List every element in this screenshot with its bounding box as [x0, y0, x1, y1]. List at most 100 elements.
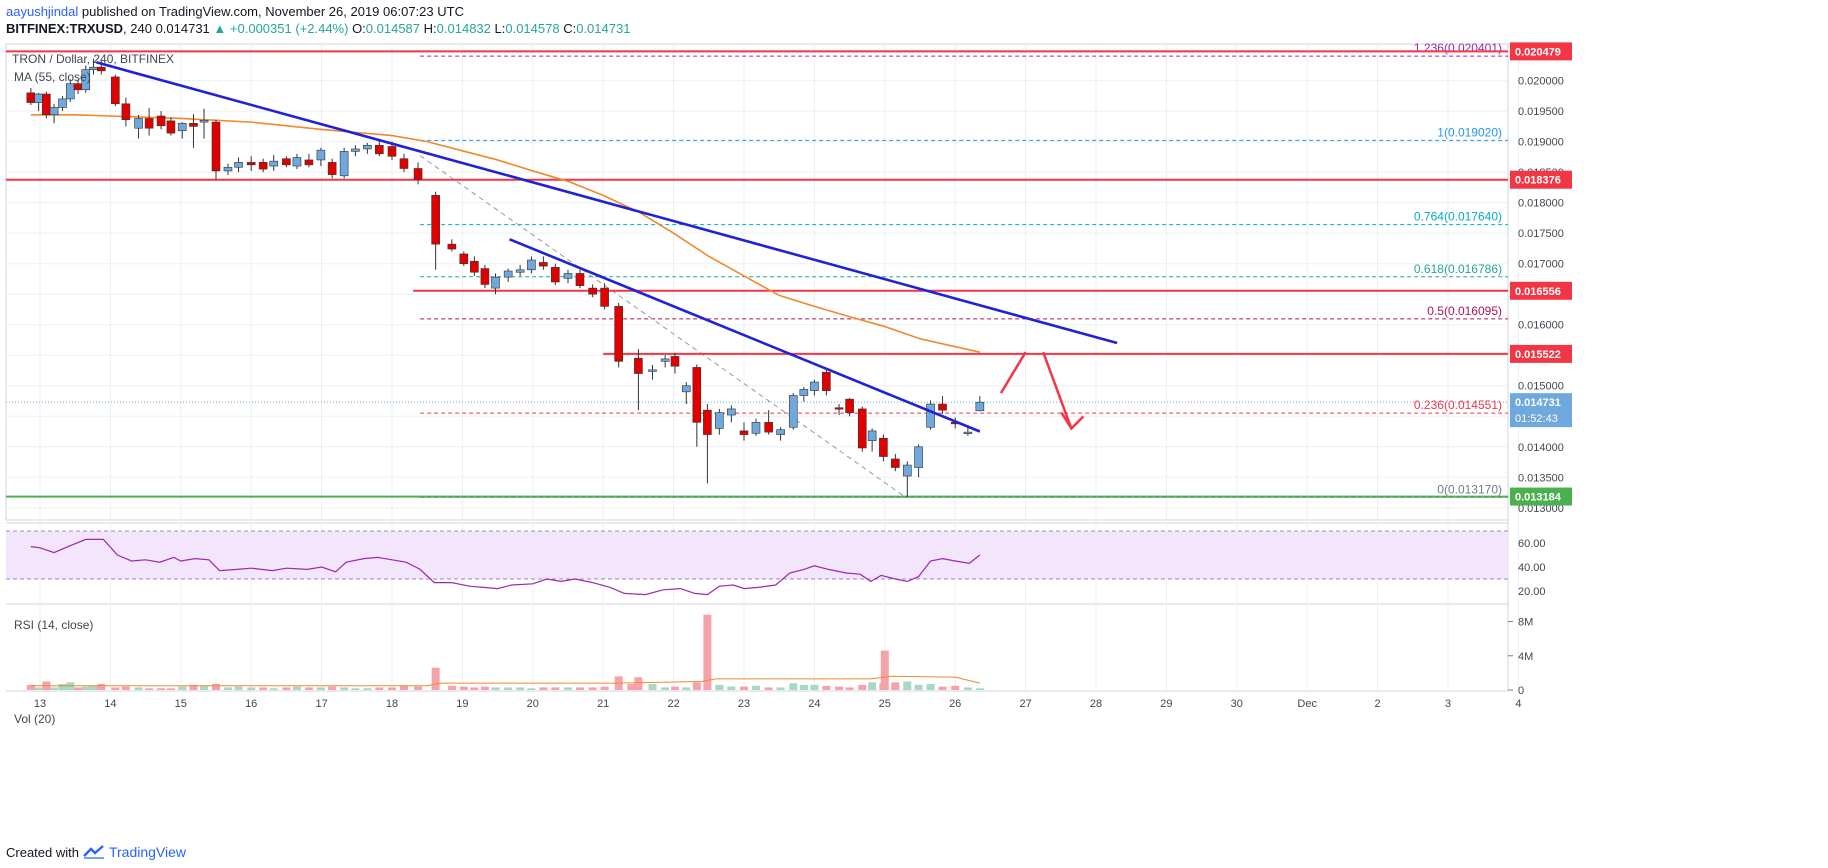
volume-bar: [157, 688, 166, 690]
trendline: [509, 238, 981, 433]
fib-level-label: 0.618(0.016786): [1414, 262, 1502, 276]
x-tick-label: 18: [386, 698, 398, 710]
bullish-candle: [799, 389, 809, 396]
countdown-label: 01:52:43: [1515, 413, 1558, 425]
fib-trend-line: [419, 155, 907, 498]
bearish-candle: [42, 93, 51, 116]
volume-bar: [447, 685, 456, 690]
bullish-candle: [269, 160, 279, 167]
volume-bar: [282, 687, 291, 690]
volume-bar: [340, 687, 349, 690]
price-tag: [1510, 170, 1572, 189]
volume-bar: [189, 684, 198, 690]
bullish-candle: [681, 385, 691, 393]
fib-level-label: 0.764(0.017640): [1414, 210, 1502, 224]
bearish-candle: [447, 243, 457, 250]
bearish-candle: [845, 398, 854, 413]
author-link[interactable]: aayushjindal: [6, 4, 79, 19]
bullish-candle: [177, 123, 187, 131]
bearish-candle: [938, 403, 947, 411]
bearish-candle: [387, 146, 397, 157]
volume-bar: [26, 684, 35, 690]
bullish-candle: [316, 149, 326, 161]
y-tick-label: 0.019000: [1518, 137, 1564, 149]
bearish-candle: [156, 115, 166, 127]
bearish-candle: [304, 159, 314, 166]
bullish-candle: [351, 148, 360, 152]
volume-bar: [764, 687, 773, 690]
bullish-candle: [903, 464, 912, 477]
bullish-candle: [65, 83, 75, 100]
volume-bar: [388, 687, 396, 690]
volume-bar: [50, 687, 59, 690]
publish-line: aayushjindal published on TradingView.co…: [6, 4, 464, 19]
volume-bar: [671, 686, 680, 690]
last-price-value: 0.014731: [155, 21, 210, 36]
volume-tick-label: 8M: [1518, 617, 1533, 629]
price-tag-label: 0.013184: [1515, 492, 1562, 504]
volume-bar: [234, 686, 243, 690]
volume-bar: [89, 685, 98, 690]
price-tag-label: 0.018376: [1515, 175, 1561, 187]
x-tick-label: 25: [879, 698, 891, 710]
tradingview-brand[interactable]: TradingView: [108, 844, 187, 860]
x-tick-label: 14: [104, 698, 116, 710]
bullish-candle: [867, 430, 877, 441]
volume-bar: [111, 687, 120, 690]
x-tick-label: 19: [456, 698, 468, 710]
x-tick-label: 3: [1445, 698, 1451, 710]
volume-bar: [431, 667, 440, 690]
y-tick-label: 0.016000: [1518, 320, 1564, 332]
bullish-candle: [81, 69, 91, 91]
bullish-candle: [363, 145, 372, 150]
bearish-candle: [246, 162, 256, 166]
bullish-candle: [776, 429, 785, 435]
x-tick-label: 4: [1515, 698, 1521, 710]
bearish-candle: [73, 83, 83, 91]
x-tick-label: 21: [597, 698, 609, 710]
trendlines: [95, 61, 1118, 433]
last-price-tag: [1510, 393, 1572, 428]
bearish-candle: [96, 66, 106, 72]
bullish-candle: [926, 403, 935, 428]
volume-bar: [527, 688, 536, 690]
fib-level-label: 0(0.013170): [1437, 482, 1502, 496]
bearish-candle: [539, 262, 548, 267]
bullish-candle: [223, 166, 233, 172]
fib-level-label: 1.236(0.020401): [1414, 41, 1502, 55]
bearish-candle: [739, 430, 749, 435]
volume-bar: [692, 682, 701, 690]
volume-bar: [81, 686, 90, 690]
horizontal-levels: [6, 50, 1508, 498]
bearish-candle: [166, 120, 176, 134]
symbol-name[interactable]: BITFINEX:TRXUSD: [6, 21, 123, 36]
bullish-candle: [727, 408, 736, 416]
bearish-candle: [764, 422, 773, 433]
bearish-candle: [614, 306, 623, 362]
volume-bar: [751, 685, 760, 690]
price-tag: [1510, 281, 1572, 300]
volume-bar: [74, 687, 83, 690]
bearish-candle: [258, 162, 268, 170]
bearish-candle: [375, 145, 384, 155]
footer: Created with TradingView: [6, 844, 186, 860]
volume-pane: [26, 614, 984, 690]
bullish-candle: [491, 276, 500, 289]
x-tick-label: 20: [527, 698, 539, 710]
bearish-candle: [211, 121, 221, 172]
volume-legend: Vol (20): [14, 712, 55, 726]
bullish-candle: [660, 358, 670, 362]
rsi-line: [30, 538, 981, 596]
bullish-candle: [715, 412, 724, 429]
fib-level-label: 1(0.019020): [1437, 125, 1502, 139]
volume-bar: [539, 687, 548, 690]
bullish-candle: [788, 395, 798, 428]
change-value: ▲ +0.000351 (+2.44%): [213, 21, 349, 36]
open-value: 0.014587: [365, 21, 421, 36]
volume-ma-line: [30, 675, 980, 687]
price-tag-label: 0.015522: [1515, 349, 1561, 361]
bullish-candle: [339, 151, 349, 177]
volume-bar: [938, 686, 947, 690]
volume-bar: [963, 687, 972, 690]
